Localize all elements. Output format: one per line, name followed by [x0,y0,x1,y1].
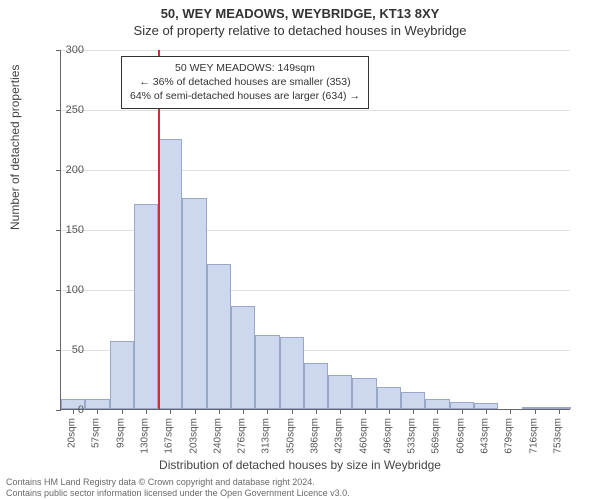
chart-subtitle: Size of property relative to detached ho… [0,23,600,38]
xtick-mark [462,409,463,414]
histogram-bar [134,204,158,409]
xtick-mark [437,409,438,414]
xtick-mark [195,409,196,414]
annotation-line-larger: 64% of semi-detached houses are larger (… [130,89,360,103]
xtick-label: 679sqm [504,418,515,454]
histogram-bar [352,378,376,409]
chart-title-address: 50, WEY MEADOWS, WEYBRIDGE, KT13 8XY [0,0,600,21]
footer-line-2: Contains public sector information licen… [6,488,594,498]
plot-area: 50 WEY MEADOWS: 149sqm ← 36% of detached… [60,50,570,410]
ytick-label: 250 [44,104,84,116]
annotation-box: 50 WEY MEADOWS: 149sqm ← 36% of detached… [121,56,369,109]
xtick-mark [389,409,390,414]
xtick-label: 57sqm [91,418,102,448]
x-axis-label: Distribution of detached houses by size … [0,458,600,472]
ytick-label: 100 [44,284,84,296]
xtick-label: 386sqm [310,418,321,454]
xtick-label: 496sqm [382,418,393,454]
histogram-bar [110,341,134,409]
histogram-bar [401,392,425,409]
xtick-label: 606sqm [455,418,466,454]
y-axis-label: Number of detached properties [8,65,22,230]
annotation-line-property: 50 WEY MEADOWS: 149sqm [130,61,360,75]
xtick-mark [170,409,171,414]
chart-container: 50, WEY MEADOWS, WEYBRIDGE, KT13 8XY Siz… [0,0,600,500]
xtick-label: 350sqm [285,418,296,454]
xtick-label: 276sqm [237,418,248,454]
xtick-label: 203sqm [188,418,199,454]
histogram-bar [255,335,279,409]
xtick-mark [243,409,244,414]
xtick-mark [316,409,317,414]
xtick-label: 130sqm [140,418,151,454]
footer-line-1: Contains HM Land Registry data © Crown c… [6,477,594,487]
histogram-bar [280,337,304,409]
ytick-label: 50 [44,344,84,356]
histogram-bar [158,139,182,409]
xtick-label: 240sqm [212,418,223,454]
histogram-bar [304,363,328,409]
xtick-mark [267,409,268,414]
xtick-mark [535,409,536,414]
xtick-mark [146,409,147,414]
xtick-mark [413,409,414,414]
xtick-mark [122,409,123,414]
xtick-mark [219,409,220,414]
xtick-label: 313sqm [261,418,272,454]
annotation-line-smaller: ← 36% of detached houses are smaller (35… [130,75,360,89]
footer-attribution: Contains HM Land Registry data © Crown c… [6,477,594,498]
xtick-label: 643sqm [480,418,491,454]
histogram-bar [207,264,231,409]
histogram-bar [425,399,449,409]
xtick-label: 753sqm [552,418,563,454]
xtick-label: 460sqm [358,418,369,454]
xtick-label: 93sqm [115,418,126,448]
xtick-mark [365,409,366,414]
xtick-label: 716sqm [528,418,539,454]
xtick-label: 533sqm [407,418,418,454]
xtick-mark [510,409,511,414]
xtick-label: 423sqm [334,418,345,454]
xtick-mark [292,409,293,414]
xtick-mark [486,409,487,414]
gridline [61,110,570,111]
xtick-mark [559,409,560,414]
ytick-label: 200 [44,164,84,176]
histogram-bar [182,198,206,409]
histogram-bar [231,306,255,409]
gridline [61,170,570,171]
xtick-mark [97,409,98,414]
histogram-bar [450,402,474,409]
ytick-label: 300 [44,44,84,56]
gridline [61,50,570,51]
xtick-label: 167sqm [164,418,175,454]
ytick-label: 150 [44,224,84,236]
histogram-bar [328,375,352,409]
ytick-label: 0 [44,404,84,416]
histogram-bar [377,387,401,409]
histogram-bar [85,399,109,409]
xtick-label: 20sqm [67,418,78,448]
xtick-label: 569sqm [431,418,442,454]
xtick-mark [340,409,341,414]
